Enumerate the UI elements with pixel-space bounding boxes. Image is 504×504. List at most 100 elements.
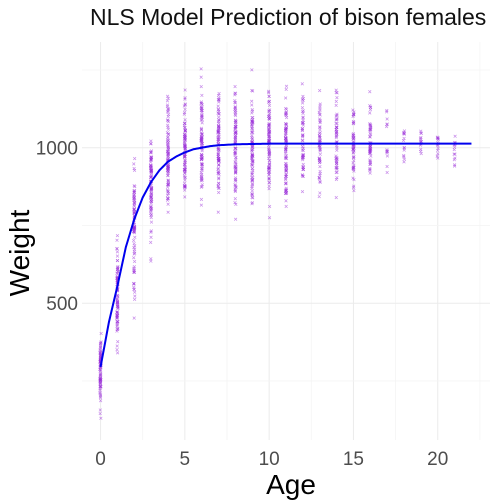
data-point	[452, 164, 457, 168]
data-point	[165, 185, 170, 189]
data-point	[149, 201, 153, 206]
data-point	[200, 163, 204, 167]
data-point	[115, 238, 119, 242]
data-point	[250, 145, 254, 149]
data-point	[182, 155, 187, 159]
data-point	[317, 157, 321, 161]
data-point	[267, 177, 271, 181]
data-point	[352, 165, 356, 169]
data-point	[436, 152, 440, 156]
data-point	[334, 129, 339, 133]
data-point	[183, 125, 187, 130]
data-point	[250, 124, 254, 129]
data-point	[267, 129, 272, 134]
data-point	[284, 84, 289, 88]
data-point	[199, 84, 203, 89]
data-point	[98, 379, 102, 383]
data-point	[233, 113, 238, 118]
data-point	[368, 127, 372, 132]
data-point	[267, 117, 272, 121]
data-point	[200, 93, 204, 98]
data-point	[385, 164, 389, 169]
data-point	[284, 172, 288, 176]
data-point	[98, 378, 102, 382]
data-point	[335, 113, 339, 118]
data-point	[301, 98, 305, 103]
data-point	[183, 137, 187, 141]
data-point	[149, 195, 153, 200]
data-point	[150, 174, 154, 179]
data-point	[284, 110, 288, 114]
data-point	[216, 104, 220, 108]
data-point	[318, 152, 322, 156]
data-point	[419, 129, 423, 133]
data-point	[116, 272, 120, 276]
data-point	[217, 176, 221, 180]
data-point	[334, 99, 338, 104]
data-point	[267, 167, 271, 171]
data-point	[199, 134, 203, 138]
data-point	[199, 114, 204, 118]
data-point	[98, 387, 102, 391]
data-point	[183, 133, 187, 137]
data-point	[132, 162, 136, 166]
data-point	[216, 184, 220, 188]
x-axis-label: Age	[266, 469, 316, 500]
data-point	[132, 224, 137, 228]
data-point	[132, 242, 136, 246]
data-point	[335, 157, 339, 161]
data-point	[402, 148, 406, 152]
data-point	[284, 106, 288, 111]
data-point	[267, 151, 271, 156]
fit-line	[99, 142, 472, 368]
data-point	[132, 316, 136, 320]
data-point	[436, 146, 440, 150]
data-point	[217, 181, 221, 185]
y-tick-label: 1000	[36, 139, 78, 160]
data-point	[182, 121, 187, 126]
data-point	[132, 238, 136, 243]
data-point	[301, 118, 305, 122]
data-point	[368, 167, 372, 172]
data-point	[149, 220, 154, 224]
data-point	[334, 118, 338, 122]
data-point	[351, 161, 355, 165]
data-point	[182, 112, 186, 116]
data-point	[183, 147, 187, 151]
data-point	[132, 256, 136, 260]
data-point	[182, 181, 187, 185]
data-point	[183, 97, 187, 101]
data-point	[402, 153, 406, 158]
data-point	[115, 310, 119, 314]
data-point	[233, 91, 238, 96]
data-point	[132, 249, 136, 253]
data-point	[115, 297, 119, 302]
data-point	[284, 127, 288, 132]
data-point	[368, 150, 372, 154]
data-point	[199, 127, 204, 132]
data-point	[132, 270, 137, 275]
data-point	[199, 157, 203, 161]
data-point	[216, 167, 220, 171]
data-point	[233, 201, 237, 205]
data-point	[267, 109, 272, 113]
data-point	[318, 159, 322, 163]
data-point	[301, 167, 305, 172]
data-point	[284, 191, 288, 196]
data-point	[267, 94, 271, 98]
data-point	[250, 175, 254, 180]
data-point	[335, 126, 339, 130]
data-point	[115, 254, 120, 258]
data-point	[217, 148, 221, 153]
data-point	[250, 107, 254, 112]
data-point	[199, 75, 203, 79]
data-point	[267, 103, 272, 108]
data-point	[183, 175, 188, 179]
data-point	[183, 195, 187, 199]
data-point	[98, 374, 102, 379]
data-point	[318, 104, 322, 108]
data-point	[216, 210, 220, 214]
data-point	[199, 197, 204, 202]
data-point	[199, 174, 203, 178]
data-point	[98, 390, 102, 394]
